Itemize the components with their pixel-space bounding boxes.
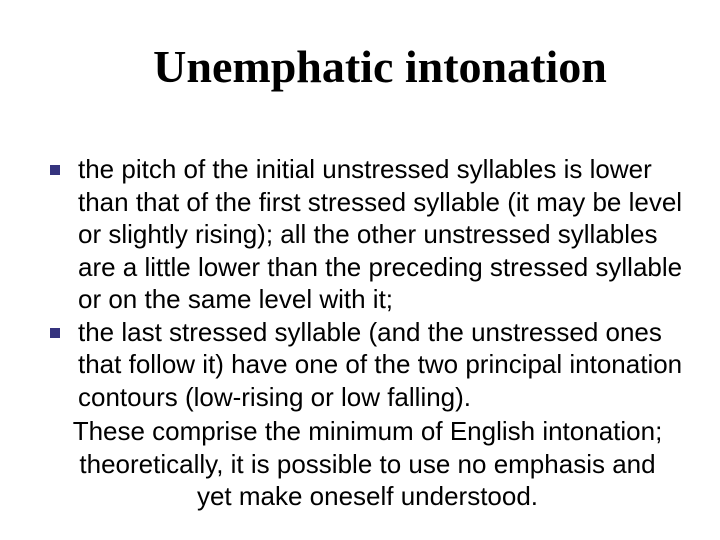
slide-content: the pitch of the initial unstressed syll…: [20, 153, 700, 513]
square-bullet-icon: [50, 165, 60, 175]
bullet-text: the last stressed syllable (and the unst…: [78, 316, 685, 414]
bullet-item: the pitch of the initial unstressed syll…: [50, 153, 685, 316]
slide-container: Unemphatic intonation the pitch of the i…: [0, 0, 720, 540]
bullet-text: the pitch of the initial unstressed syll…: [78, 153, 685, 316]
square-bullet-icon: [50, 328, 60, 338]
slide-title: Unemphatic intonation: [60, 40, 700, 93]
bullet-item: the last stressed syllable (and the unst…: [50, 316, 685, 414]
closing-text: These comprise the minimum of English in…: [50, 415, 685, 513]
